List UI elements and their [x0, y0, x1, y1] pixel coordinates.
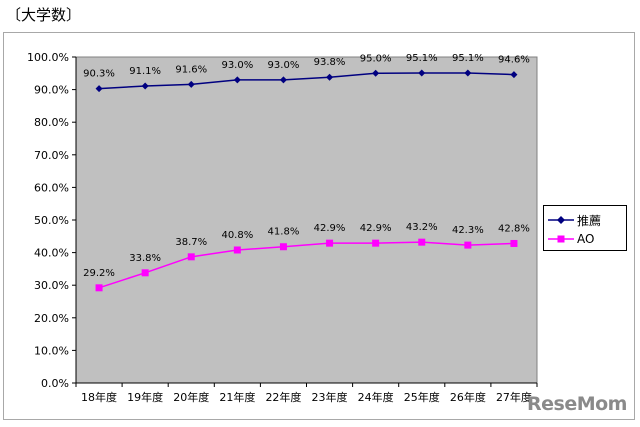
data-point [326, 73, 334, 81]
data-label: 95.1% [406, 53, 438, 64]
series-line-2 [98, 241, 514, 289]
data-label: 33.8% [129, 253, 161, 264]
data-point [141, 269, 149, 277]
y-tick-label: 100.0% [27, 51, 69, 64]
data-label: 42.3% [452, 225, 484, 236]
series-line-1 [99, 72, 514, 90]
y-tick-label: 10.0% [34, 344, 69, 357]
plot-area [75, 56, 538, 384]
data-label: 95.1% [452, 53, 484, 64]
data-point [233, 76, 241, 84]
data-point [372, 239, 380, 247]
data-label: 91.1% [129, 66, 161, 77]
y-tick-label: 40.0% [34, 247, 69, 260]
x-tick-label: 27年度 [496, 390, 532, 404]
data-label: 42.8% [498, 223, 530, 234]
data-label: 95.0% [360, 53, 392, 64]
data-point [418, 69, 426, 77]
data-label: 42.9% [360, 223, 392, 234]
y-tick-label: 90.0% [34, 84, 69, 97]
data-point [372, 69, 380, 77]
data-point [326, 239, 334, 247]
data-label: 93.0% [268, 60, 300, 71]
y-tick-label: 80.0% [34, 116, 69, 129]
x-tick-label: 20年度 [173, 390, 209, 404]
data-label: 29.2% [83, 268, 115, 279]
y-tick-label: 60.0% [34, 181, 69, 194]
legend-label-series-2: AO [577, 232, 595, 246]
y-tick-label: 30.0% [34, 279, 69, 292]
data-label: 41.8% [268, 227, 300, 238]
data-point [279, 76, 287, 84]
data-point [187, 253, 195, 261]
legend-label-series-1: 推薦 [577, 213, 602, 228]
data-point [141, 82, 149, 90]
x-tick-label: 23年度 [312, 390, 348, 404]
x-tick-label: 26年度 [450, 390, 486, 404]
data-label: 38.7% [175, 237, 207, 248]
data-point [187, 80, 195, 88]
x-tick-label: 24年度 [358, 390, 394, 404]
diamond-marker-icon [548, 216, 574, 224]
y-tick-label: 0.0% [41, 377, 69, 390]
data-point [510, 239, 518, 247]
watermark-logo: ReseMom [527, 393, 627, 415]
square-marker-icon [548, 235, 574, 243]
x-tick-label: 22年度 [265, 390, 301, 404]
y-tick-label: 20.0% [34, 312, 69, 325]
data-label: 93.8% [314, 57, 346, 68]
chart-frame [3, 32, 635, 420]
chart-heading: 〔大学数〕 [6, 6, 82, 24]
x-tick-label: 18年度 [81, 390, 117, 404]
data-point [464, 241, 472, 249]
data-label: 90.3% [83, 69, 115, 80]
data-point [464, 69, 472, 77]
data-point [510, 71, 518, 79]
x-tick-label: 21年度 [219, 390, 255, 404]
data-label: 40.8% [221, 230, 253, 241]
data-label: 43.2% [406, 222, 438, 233]
x-tick-label: 19年度 [127, 390, 163, 404]
data-point [95, 85, 103, 93]
legend-item-series-2: AO [548, 231, 594, 247]
data-label: 93.0% [221, 60, 253, 71]
data-label: 94.6% [498, 55, 530, 66]
data-point [233, 246, 241, 254]
data-point [95, 284, 103, 292]
data-point [279, 243, 287, 251]
data-label: 42.9% [314, 223, 346, 234]
data-label: 91.6% [175, 64, 207, 75]
data-point [418, 238, 426, 246]
y-tick-label: 70.0% [34, 149, 69, 162]
legend: 推薦 AO [543, 205, 627, 251]
x-tick-label: 25年度 [404, 390, 440, 404]
y-tick-label: 50.0% [34, 214, 69, 227]
legend-item-series-1: 推薦 [548, 212, 601, 228]
